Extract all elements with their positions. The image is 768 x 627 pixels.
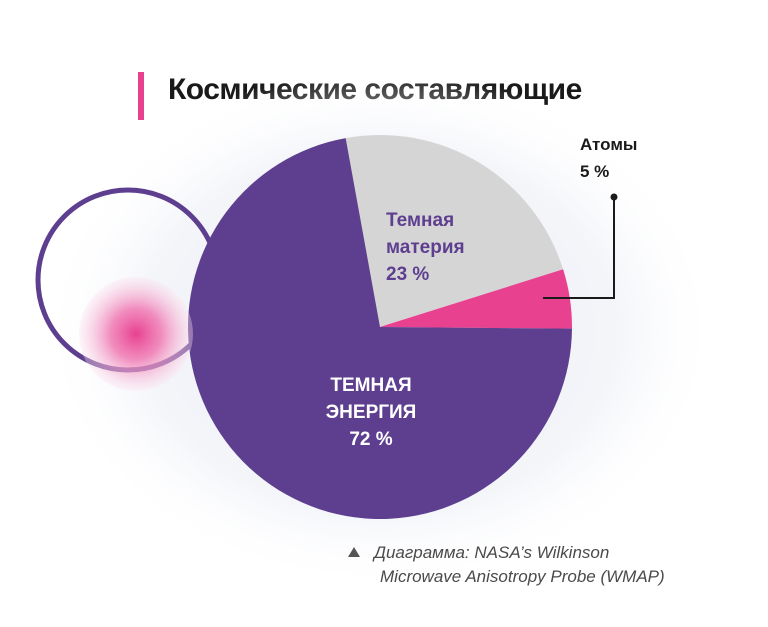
- triangle-icon: [348, 547, 360, 557]
- slice-value-label-1: 5 %: [580, 162, 609, 181]
- slice-value-label-2: 72 %: [349, 429, 392, 450]
- slice-value-label-0: 23 %: [386, 264, 429, 285]
- caption-line-1: Диаграмма: NASA’s Wilkinson: [374, 543, 610, 562]
- pie-slices: [187, 134, 572, 519]
- slice-name-label-0: Темная: [386, 210, 454, 231]
- caption-line-2: Microwave Anisotropy Probe (WMAP): [380, 567, 665, 586]
- slice-name-label-0: материя: [386, 237, 465, 258]
- glowing-orb: [79, 277, 193, 391]
- title-accent-bar: [138, 72, 144, 120]
- pie-slice-0: [345, 134, 564, 327]
- pie-slice-2: [187, 138, 572, 519]
- atoms-leader-dot: [610, 193, 618, 201]
- pie-slice-1: [380, 269, 572, 329]
- slice-name-label-1: Атомы: [580, 135, 637, 154]
- source-caption: Диаграмма: NASA’s Wilkinson Microwave An…: [348, 541, 665, 589]
- atoms-leader-line: [543, 197, 615, 299]
- slice-name-label-2: ТЕМНАЯ: [330, 375, 411, 396]
- slice-name-label-2: ЭНЕРГИЯ: [326, 402, 417, 423]
